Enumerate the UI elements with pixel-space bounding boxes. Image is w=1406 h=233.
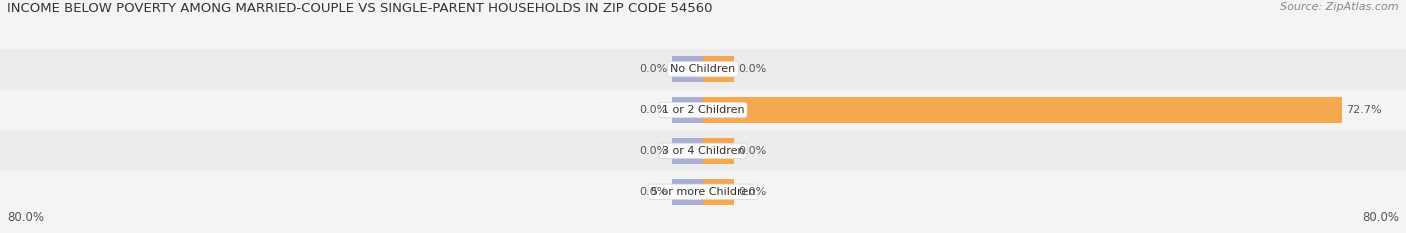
Bar — [672, 56, 703, 82]
Bar — [672, 179, 703, 205]
Bar — [0, 171, 1406, 212]
Bar — [703, 56, 734, 82]
Text: 72.7%: 72.7% — [1347, 105, 1382, 115]
Bar — [0, 49, 1406, 89]
Bar — [0, 130, 1406, 171]
Text: 1 or 2 Children: 1 or 2 Children — [662, 105, 744, 115]
Text: INCOME BELOW POVERTY AMONG MARRIED-COUPLE VS SINGLE-PARENT HOUSEHOLDS IN ZIP COD: INCOME BELOW POVERTY AMONG MARRIED-COUPL… — [7, 2, 713, 15]
Text: Source: ZipAtlas.com: Source: ZipAtlas.com — [1281, 2, 1399, 12]
Bar — [703, 138, 734, 164]
Text: 0.0%: 0.0% — [738, 146, 766, 156]
Text: No Children: No Children — [671, 64, 735, 74]
Text: 5 or more Children: 5 or more Children — [651, 187, 755, 197]
Bar — [672, 138, 703, 164]
Bar — [672, 97, 703, 123]
Text: 0.0%: 0.0% — [738, 187, 766, 197]
Bar — [703, 97, 1341, 123]
Text: 0.0%: 0.0% — [640, 105, 668, 115]
Bar — [0, 89, 1406, 130]
Text: 80.0%: 80.0% — [1362, 211, 1399, 224]
Bar — [703, 179, 734, 205]
Text: 0.0%: 0.0% — [640, 187, 668, 197]
Text: 80.0%: 80.0% — [7, 211, 44, 224]
Text: 0.0%: 0.0% — [640, 64, 668, 74]
Text: 0.0%: 0.0% — [640, 146, 668, 156]
Text: 3 or 4 Children: 3 or 4 Children — [662, 146, 744, 156]
Text: 0.0%: 0.0% — [738, 64, 766, 74]
